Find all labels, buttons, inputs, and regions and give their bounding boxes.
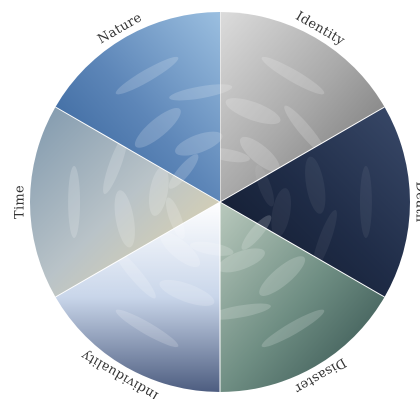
cloud-texture xyxy=(148,166,169,216)
cloud-texture xyxy=(159,279,215,306)
segment-disaster xyxy=(220,202,385,393)
cloud-texture xyxy=(68,166,81,238)
cloud-texture xyxy=(113,248,156,299)
segment-divider xyxy=(219,201,385,298)
cloud-texture xyxy=(207,303,271,320)
cloud-texture xyxy=(261,309,325,348)
segment-time xyxy=(29,107,220,297)
segment-nature xyxy=(55,12,221,202)
cloud-texture xyxy=(305,156,326,214)
cloud-texture xyxy=(134,108,181,148)
cloud-texture xyxy=(312,209,337,271)
segment-label: Time xyxy=(13,185,28,219)
cloud-texture xyxy=(165,197,185,240)
cloud-texture xyxy=(261,56,325,95)
cloud-texture xyxy=(225,98,281,125)
cloud-texture xyxy=(160,232,201,268)
cloud-texture xyxy=(241,215,272,250)
segment-individuality xyxy=(55,202,221,392)
cloud-texture xyxy=(168,154,199,189)
segment-divider xyxy=(55,201,221,298)
segment-death xyxy=(220,107,410,297)
cloud-texture xyxy=(115,56,179,95)
segment-label: Death xyxy=(413,182,420,223)
cloud-texture xyxy=(255,164,275,207)
segment-divider xyxy=(55,106,221,203)
cloud-texture xyxy=(175,131,223,156)
cloud-texture xyxy=(114,190,135,248)
cloud-texture xyxy=(190,241,234,256)
cloud-texture xyxy=(239,136,280,172)
cloud-texture xyxy=(284,105,327,156)
segment-divider xyxy=(219,106,385,203)
segment-identity xyxy=(220,12,385,202)
cloud-texture xyxy=(169,84,233,101)
cloud-texture xyxy=(115,309,179,348)
cloud-texture xyxy=(271,188,292,238)
cloud-texture xyxy=(217,248,265,273)
cloud-texture xyxy=(103,133,128,195)
cloud-texture xyxy=(259,256,306,296)
cloud-texture xyxy=(359,166,372,238)
